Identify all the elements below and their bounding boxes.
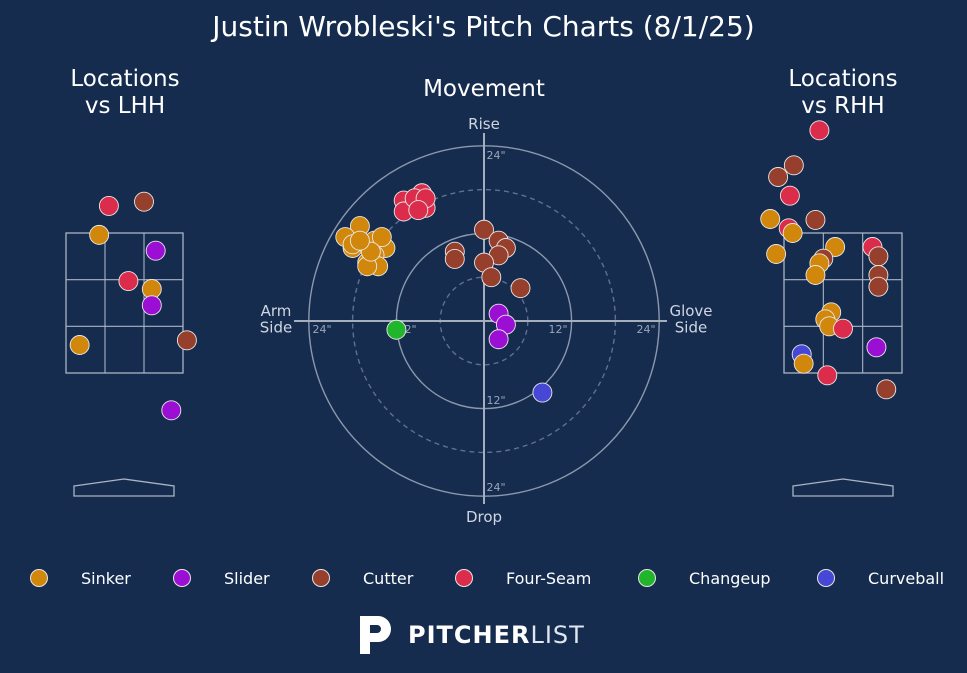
brand-name-bold: PITCHER bbox=[408, 621, 531, 649]
axis-label-arm-side: Arm bbox=[261, 302, 292, 320]
rhh-location-point-four-seam bbox=[817, 365, 838, 386]
rhh-location-point-cutter bbox=[876, 379, 897, 400]
legend-label-curveball: Curveball bbox=[868, 568, 945, 588]
pitcherlist-p-icon bbox=[360, 616, 391, 654]
chart-title: Justin Wrobleski's Pitch Charts (8/1/25) bbox=[212, 10, 755, 43]
rhh-location-point-cutter bbox=[805, 209, 826, 230]
legend-item-cutter: Cutter bbox=[312, 563, 413, 593]
tick-label: 12" bbox=[486, 394, 505, 407]
rhh-location-point-sinker bbox=[760, 209, 781, 229]
tick-label: 12" bbox=[548, 323, 567, 336]
tick-label: 24" bbox=[636, 323, 655, 336]
lhh-location-point-sinker bbox=[69, 335, 90, 355]
rhh-location-point-sinker bbox=[805, 265, 826, 285]
tick-label: 24" bbox=[486, 481, 505, 494]
legend-item-curveball: Curveball bbox=[817, 563, 944, 593]
rhh-location-point-slider bbox=[866, 337, 887, 358]
axis-label-arm-side: Side bbox=[260, 319, 292, 337]
legend-marker-curveball bbox=[817, 569, 835, 587]
legend-label-four-seam: Four-Seam bbox=[506, 568, 592, 588]
lhh-location-point-cutter bbox=[176, 330, 197, 351]
rhh-zone-border bbox=[783, 232, 903, 374]
axis-label-drop: Drop bbox=[466, 508, 502, 526]
movement-point-slider bbox=[488, 329, 509, 350]
movement-point-cutter bbox=[444, 249, 465, 269]
rhh-panel-title: Locations vs RHH bbox=[788, 66, 898, 119]
lhh-location-point-four-seam bbox=[98, 195, 119, 216]
rhh-location-point-sinker bbox=[782, 223, 803, 243]
lhh-panel-title: Locations vs LHH bbox=[70, 66, 180, 119]
movement-point-cutter bbox=[510, 278, 531, 299]
rhh-location-point-sinker bbox=[766, 244, 787, 264]
movement-point-changeup bbox=[386, 319, 407, 340]
lhh-location-point-cutter bbox=[134, 191, 154, 212]
lhh-location-point-slider bbox=[161, 400, 182, 421]
tick-label: 24" bbox=[312, 323, 331, 336]
rhh-location-point-cutter bbox=[768, 167, 789, 187]
rhh-location-point-four-seam bbox=[809, 120, 830, 141]
lhh-location-point-four-seam bbox=[118, 271, 139, 292]
legend-item-slider: Slider bbox=[173, 563, 270, 593]
pitcherlist-logo: PITCHER LIST bbox=[356, 612, 585, 658]
movement-point-sinker bbox=[371, 227, 392, 248]
movement-point-cutter bbox=[481, 267, 502, 288]
rhh-location-point-four-seam bbox=[833, 318, 853, 339]
legend-marker-changeup bbox=[638, 569, 656, 587]
legend-label-sinker: Sinker bbox=[81, 568, 131, 588]
movement-point-curveball bbox=[532, 382, 553, 403]
legend-item-changeup: Changeup bbox=[638, 563, 771, 593]
legend-item-four-seam: Four-Seam bbox=[455, 563, 591, 593]
rhh-home-plate bbox=[792, 478, 894, 497]
legend-label-changeup: Changeup bbox=[689, 568, 771, 588]
legend: Sinker Slider Cutter Four-Seam Changeup … bbox=[0, 563, 967, 593]
movement-point-cutter bbox=[474, 219, 494, 240]
lhh-location-point-sinker bbox=[89, 224, 110, 245]
movement-point-sinker bbox=[349, 230, 370, 251]
lhh-zone-border bbox=[65, 232, 184, 374]
axis-label-rise: Rise bbox=[468, 115, 500, 133]
rhh-location-point-cutter bbox=[868, 276, 889, 297]
legend-marker-sinker bbox=[30, 569, 48, 587]
movement-point-four-seam bbox=[408, 200, 429, 220]
lhh-home-plate bbox=[73, 478, 175, 497]
rhh-location-point-cutter bbox=[868, 246, 889, 267]
lhh-location-point-slider bbox=[145, 240, 166, 261]
axis-label-glove-side: Side bbox=[675, 319, 707, 337]
legend-marker-cutter bbox=[312, 569, 330, 587]
legend-marker-four-seam bbox=[455, 569, 473, 587]
rhh-location-point-sinker bbox=[793, 353, 814, 374]
axis-label-glove-side: Glove bbox=[669, 302, 712, 320]
movement-panel-title: Movement bbox=[423, 76, 545, 102]
legend-label-cutter: Cutter bbox=[363, 568, 414, 588]
rhh-location-point-four-seam bbox=[779, 185, 800, 206]
legend-item-sinker: Sinker bbox=[30, 563, 131, 593]
legend-label-slider: Slider bbox=[224, 568, 270, 588]
rhh-location-point-cutter bbox=[783, 155, 804, 176]
brand-name-light: LIST bbox=[530, 621, 585, 649]
tick-label: 24" bbox=[486, 149, 505, 162]
lhh-location-point-slider bbox=[141, 295, 162, 316]
legend-marker-slider bbox=[173, 569, 191, 587]
